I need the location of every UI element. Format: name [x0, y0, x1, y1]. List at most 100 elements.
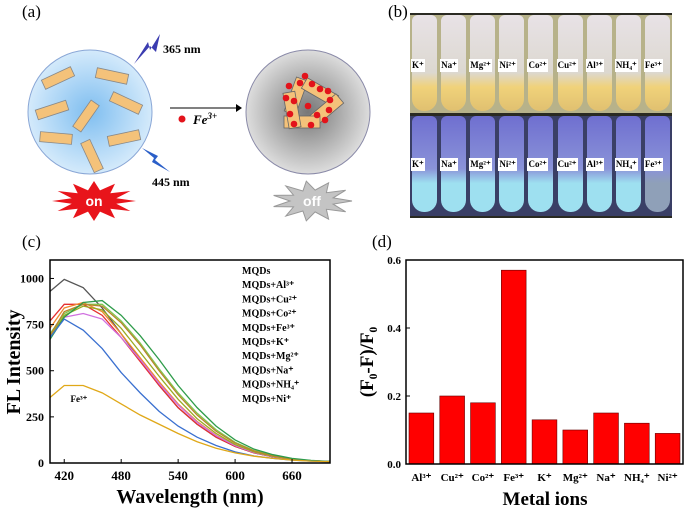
svg-text:Fe3+: Fe3+	[192, 111, 217, 127]
panel-d-label: (d)	[372, 232, 392, 251]
y-tick-label: 1000	[20, 271, 44, 285]
legend-entry: MQDs+K⁺	[242, 337, 289, 348]
emission-label: 445 nm	[152, 175, 190, 189]
vial: Co²⁺	[527, 15, 554, 111]
ion-label: Ni²⁺	[498, 158, 517, 171]
excitation-label: 365 nm	[163, 42, 201, 56]
legend-entry: MQDs+Na⁺	[242, 365, 294, 376]
y-tick-label: 750	[26, 318, 44, 332]
ion-label: NH₄⁺	[614, 158, 638, 171]
legend-entry: MQDs+Al³⁺	[242, 280, 294, 291]
vial: Mg²⁺	[469, 15, 496, 111]
reagent-charge: 3+	[206, 111, 217, 121]
particle	[106, 129, 142, 147]
particle	[80, 138, 104, 174]
y-tick-label: 250	[26, 410, 44, 424]
ion-label: Na⁺	[440, 158, 458, 171]
fe-ion-dot	[290, 97, 298, 105]
vial: NH₄⁺	[614, 116, 641, 212]
panel-b-label: (b)	[388, 2, 408, 21]
legend-entry: MQDs+Mg²⁺	[242, 351, 299, 362]
ion-label: Fe³⁺	[643, 59, 663, 72]
fe-ion-dot	[307, 121, 315, 129]
bar-5	[562, 429, 588, 465]
y-tick-label: 0	[38, 456, 44, 470]
vial: Fe³⁺	[643, 116, 670, 212]
ion-label: Cu²⁺	[556, 59, 578, 72]
spectrum-line-6	[49, 303, 331, 463]
fe-ion-dot	[304, 102, 312, 110]
legend-entry: MQDs+Fe³⁺	[242, 323, 295, 334]
legend-entry: MQDs+NH₄⁺	[242, 380, 299, 391]
off-label: off	[303, 193, 321, 209]
fe-ion-dot	[321, 116, 329, 124]
x-axis-label: Wavelength (nm)	[116, 486, 263, 508]
legend-entry: MQDs	[242, 266, 270, 277]
x-tick-label: 660	[282, 468, 302, 483]
vial: Co²⁺	[527, 116, 554, 212]
plot-frame	[49, 259, 331, 464]
vial: Mg²⁺	[469, 116, 496, 212]
quenching-bar-chart: Al³⁺ Cu²⁺ Co²⁺ Fe³⁺ K⁺ Mg²⁺ Na⁺ NH₄⁺ Ni²⁺ 0.0 0.2 0…	[357, 255, 684, 510]
bar-4	[531, 419, 558, 465]
y-tick-label: 0.2	[387, 391, 401, 403]
reagent-label: Fe	[192, 112, 208, 127]
x-tick-label: 600	[225, 468, 245, 483]
panel-a-label: (a)	[22, 2, 41, 21]
vial: Al³⁺	[585, 116, 612, 212]
x-tick-label: Mg²⁺	[563, 472, 588, 484]
x-tick-label: Al³⁺	[411, 472, 431, 484]
y-tick-label: 0.4	[387, 323, 401, 335]
y-tick-label: 500	[26, 364, 44, 378]
ion-label: Al³⁺	[585, 158, 605, 171]
vials-photo: K⁺ Na⁺ Mg²⁺ Ni²⁺ Co²⁺ Cu²⁺ Al³⁺ NH₄⁺ Fe³⁺ K⁺ Na⁺ M…	[410, 13, 672, 218]
vial: Na⁺	[440, 116, 467, 212]
fe-ion-dot	[285, 82, 293, 90]
ion-label: NH₄⁺	[614, 59, 638, 72]
ion-label: Mg²⁺	[469, 59, 492, 72]
y-axis-label: FL Intensity	[3, 309, 25, 414]
fl-spectra-chart: 420 480 540 600 660 0 250 500 750 1000 Wavelength …	[3, 259, 331, 508]
panel-c-label: (c)	[22, 232, 41, 251]
spectrum-line-7	[49, 299, 331, 462]
x-tick-label: K⁺	[537, 472, 552, 484]
vial: Al³⁺	[585, 15, 612, 111]
bar-3	[501, 269, 527, 465]
y-tick-label: 0.6	[387, 255, 401, 267]
x-tick-label: 480	[111, 468, 131, 483]
x-tick-label: 420	[54, 468, 74, 483]
ion-label: Co²⁺	[527, 59, 548, 72]
plot-frame	[405, 259, 684, 465]
fe-ion-dot	[324, 87, 332, 95]
fe-ion-dot	[308, 80, 316, 88]
x-tick-label: Fe³⁺	[503, 472, 524, 484]
bar-7	[624, 422, 650, 465]
bar-0	[408, 412, 435, 465]
fe-ion-dot	[286, 110, 294, 118]
fe-ion-dot	[290, 120, 298, 128]
arrow-icon	[236, 104, 242, 112]
x-tick-label: Na⁺	[596, 472, 615, 484]
ion-label: Ni²⁺	[498, 59, 517, 72]
fe-ion-dot	[316, 85, 324, 93]
vial: Cu²⁺	[556, 116, 583, 212]
lightning-365-icon	[134, 34, 160, 64]
vial: K⁺	[411, 116, 438, 212]
legend-entry: MQDs+Ni⁺	[242, 394, 291, 405]
ion-label: Na⁺	[440, 59, 458, 72]
fe-ion-dot	[301, 72, 309, 80]
dispersed-particles	[34, 66, 144, 174]
fe-ion-dot	[296, 79, 304, 87]
x-tick-label: Cu²⁺	[441, 472, 464, 484]
aggregated-particles	[282, 72, 345, 130]
vial: K⁺	[411, 15, 438, 111]
vial: Fe³⁺	[643, 15, 670, 111]
on-burst-icon	[52, 181, 136, 221]
off-burst-icon	[273, 180, 353, 222]
fe-ion-dot	[178, 115, 186, 123]
bar-2	[470, 402, 496, 465]
off-state-sphere	[245, 49, 371, 175]
ion-label: Mg²⁺	[469, 158, 492, 171]
particle	[108, 91, 144, 115]
spectrum-line-9	[49, 384, 331, 463]
